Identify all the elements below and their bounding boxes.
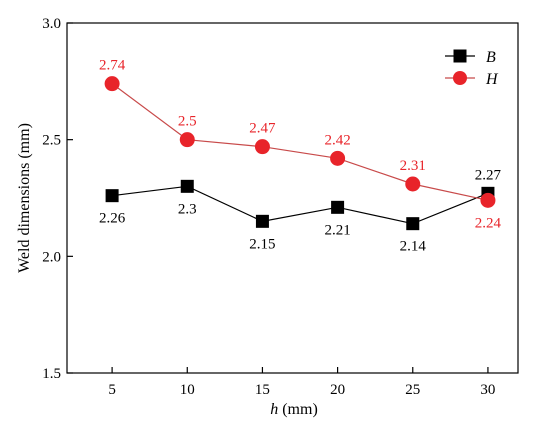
data-point-b: [331, 200, 345, 214]
data-label-h: 2.31: [400, 158, 426, 174]
data-point-h: [104, 76, 120, 92]
y-tick-label: 1.5: [42, 366, 61, 382]
data-point-b: [406, 217, 420, 231]
legend-label-h: H: [485, 71, 499, 88]
axis-ticks: 1.5 2.0 2.5 3.0 5 10 15 20 25 30: [42, 16, 495, 398]
data-label-h: 2.47: [249, 121, 276, 137]
data-label-h: 2.74: [99, 58, 126, 74]
x-axis-variable: h: [270, 401, 278, 418]
x-tick-label: 25: [405, 382, 420, 398]
data-label-b: 2.21: [324, 222, 350, 238]
data-label-b: 2.3: [178, 201, 197, 217]
legend-marker-h: [453, 71, 467, 85]
data-point-h: [405, 176, 421, 192]
x-tick-label: 30: [480, 382, 495, 398]
x-tick-label: 10: [180, 382, 195, 398]
data-label-b: 2.14: [400, 239, 427, 255]
legend: B H: [445, 49, 499, 88]
series-markers: [104, 76, 496, 231]
y-tick-label: 2.0: [42, 249, 61, 265]
data-point-h: [254, 139, 270, 155]
data-label-b: 2.15: [249, 236, 275, 252]
data-point-h: [480, 192, 496, 208]
x-axis-title: h (mm): [270, 401, 318, 418]
legend-label-b: B: [486, 49, 496, 66]
series-line-b: [112, 185, 489, 225]
data-point-b: [255, 214, 269, 228]
series-lines: [111, 83, 489, 225]
data-labels: 2.26 2.3 2.15 2.21 2.14 2.27 2.74 2.5 2.47 2.42 2.…: [99, 58, 502, 255]
series-line-h: [111, 83, 489, 201]
x-axis-unit: (mm): [278, 401, 318, 418]
plot-frame: [66, 22, 519, 374]
data-label-b: 2.27: [475, 167, 502, 183]
data-label-b: 2.26: [99, 211, 126, 227]
data-label-h: 2.42: [324, 132, 350, 148]
x-tick-label: 20: [330, 382, 345, 398]
y-tick-label: 3.0: [42, 16, 61, 32]
data-label-h: 2.5: [178, 114, 197, 130]
data-point-h: [330, 150, 346, 166]
data-point-b: [180, 179, 194, 193]
legend-marker-b: [453, 49, 467, 63]
y-axis-title: Weld dimensions (mm): [16, 123, 33, 273]
x-tick-label: 5: [108, 382, 116, 398]
y-tick-label: 2.5: [42, 133, 61, 149]
data-point-h: [179, 132, 195, 148]
x-tick-label: 15: [255, 382, 270, 398]
data-point-b: [105, 189, 119, 203]
data-label-h: 2.24: [475, 215, 502, 231]
